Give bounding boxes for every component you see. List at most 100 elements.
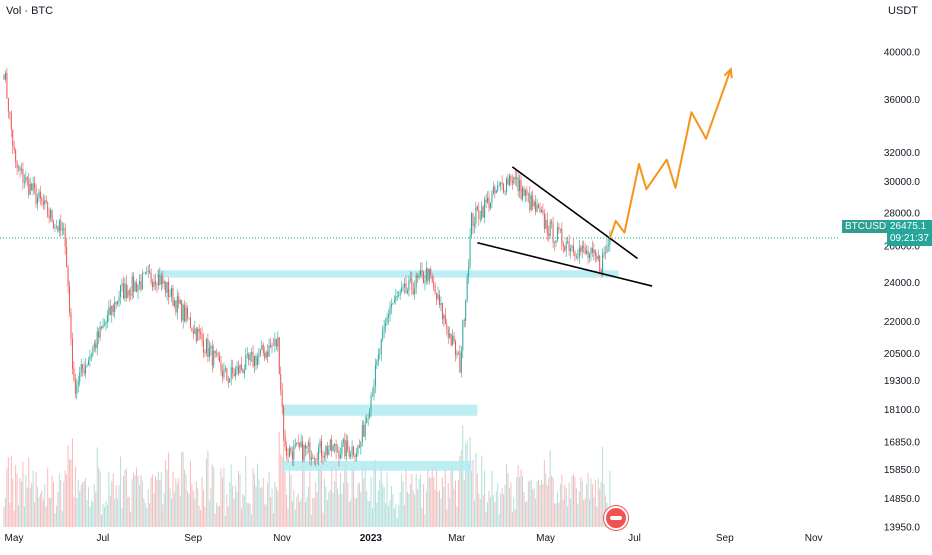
volume-bar: [414, 494, 416, 527]
candle: [71, 339, 73, 369]
volume-bar: [522, 476, 524, 527]
volume-bar: [418, 479, 420, 527]
candle: [165, 281, 167, 293]
volume-bar: [559, 484, 561, 527]
volume-bar: [83, 480, 85, 527]
candle: [383, 326, 385, 331]
volume-bar: [134, 475, 136, 527]
candle: [367, 417, 369, 419]
candle: [421, 270, 423, 273]
candle: [424, 280, 426, 283]
price-axis[interactable]: 40000.0 36000.0 32000.0 30000.0 28000.0 26000…: [884, 48, 921, 555]
volume-bar: [446, 509, 448, 527]
candle: [444, 314, 446, 325]
volume-bar: [237, 470, 239, 527]
volume-bar: [41, 491, 43, 527]
candle: [428, 268, 430, 282]
volume-bar: [261, 486, 263, 527]
candle: [267, 351, 269, 357]
volume-bar: [120, 456, 122, 527]
candle: [69, 286, 71, 313]
candle: [304, 445, 306, 449]
candle: [478, 210, 480, 220]
candle: [491, 193, 493, 203]
volume-bar: [583, 500, 585, 527]
volume-indicator-label[interactable]: Vol · BTC: [6, 5, 54, 17]
candle: [296, 442, 298, 445]
candle: [565, 242, 567, 251]
volume-bar: [35, 472, 37, 527]
candle: [85, 365, 87, 374]
candle: [494, 186, 496, 194]
candle: [339, 454, 341, 459]
volume-bar: [128, 496, 130, 527]
volume-bar: [201, 477, 203, 527]
candle: [60, 220, 62, 231]
candle: [35, 187, 37, 204]
volume-bar: [268, 472, 270, 527]
candle: [535, 201, 537, 212]
candle: [548, 233, 550, 237]
volume-bar: [471, 470, 473, 527]
candle: [498, 185, 500, 186]
candle: [252, 352, 254, 366]
price-tag-countdown: 09:21:37: [890, 233, 929, 244]
volume-bar: [118, 485, 120, 527]
candle: [34, 183, 36, 188]
candle: [322, 456, 324, 458]
candle: [398, 295, 400, 296]
candle: [511, 180, 513, 184]
candle: [532, 195, 534, 207]
price-tick-label: 19300.0: [884, 376, 921, 387]
volume-bar: [370, 476, 372, 527]
volume-bar: [337, 488, 339, 527]
volume-bar: [373, 461, 375, 527]
volume-bar: [596, 506, 598, 527]
candle: [22, 168, 24, 183]
volume-bar: [498, 514, 500, 527]
volume-bar: [548, 477, 550, 527]
candle: [603, 252, 605, 256]
volume-bar: [182, 451, 184, 527]
volume-bar: [103, 506, 105, 527]
volume-bar: [63, 481, 65, 527]
volume-bar: [489, 497, 491, 527]
candle: [526, 190, 528, 195]
candle: [326, 446, 328, 455]
volume-bar: [92, 501, 94, 527]
candle: [157, 274, 159, 286]
tradingview-logo-icon[interactable]: [604, 506, 628, 530]
volume-bar: [437, 492, 439, 527]
candle: [420, 270, 422, 276]
volume-bar: [121, 507, 123, 527]
candle: [96, 331, 98, 349]
candle: [23, 181, 25, 183]
volume-bar: [503, 494, 505, 527]
volume-bar: [290, 475, 292, 527]
candle: [335, 443, 337, 452]
candle: [495, 190, 497, 194]
candle: [214, 350, 216, 354]
time-axis[interactable]: May Jul Sep Nov 2023 Mar May Jul Sep Nov: [5, 533, 823, 544]
volume-bar: [602, 446, 604, 527]
volume-bar: [411, 473, 413, 527]
volume-bar: [347, 482, 349, 527]
volume-bar: [517, 465, 519, 527]
projection-path: [608, 67, 733, 239]
volume-bar: [377, 490, 379, 527]
candle: [173, 300, 175, 306]
candle: [18, 167, 20, 169]
candle: [281, 390, 283, 407]
volume-bar: [45, 506, 47, 527]
candle: [83, 369, 85, 374]
volume-bar: [32, 470, 34, 527]
candle: [306, 445, 308, 449]
candle: [501, 182, 503, 184]
volume-bar: [485, 511, 487, 527]
volume-bar: [392, 494, 394, 527]
price-tick-label: 32000.0: [884, 148, 921, 159]
candle: [571, 245, 573, 249]
volume-bar: [255, 486, 257, 527]
